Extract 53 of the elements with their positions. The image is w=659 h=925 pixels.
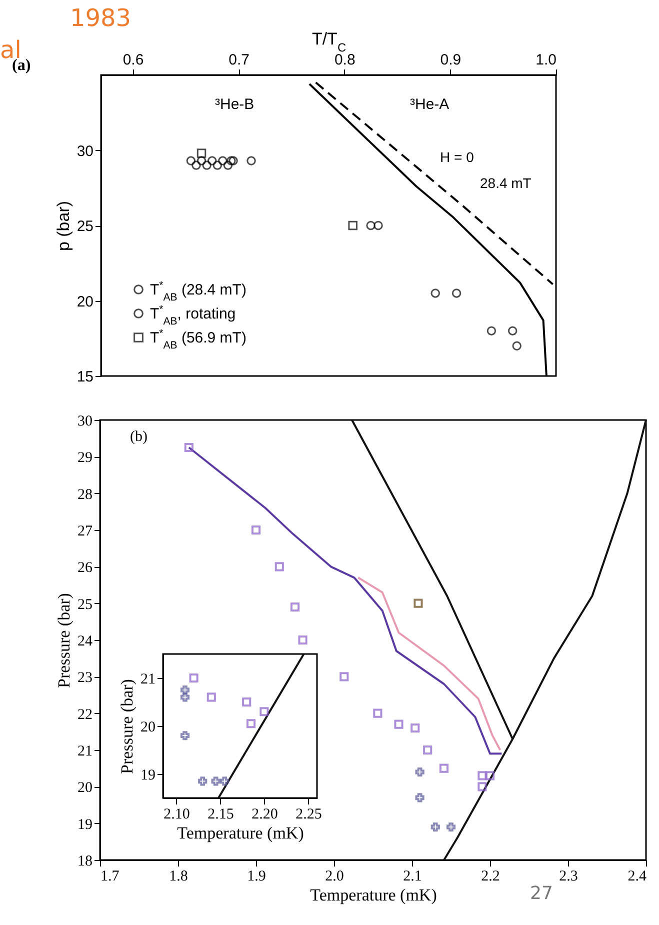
x-axis-title: Temperature (mK) bbox=[177, 824, 304, 842]
y-tick-label: 22 bbox=[78, 706, 92, 723]
y-tick-label: 20 bbox=[140, 720, 156, 736]
x-axis-title: Temperature (mK) bbox=[310, 886, 437, 904]
y-tick-label: 18 bbox=[78, 854, 92, 870]
annotation: 28.4 mT bbox=[480, 175, 532, 191]
y-axis-title: p (bar) bbox=[54, 200, 73, 252]
y-tick-label: 21 bbox=[78, 744, 92, 760]
x-tick-label: 0.6 bbox=[122, 52, 144, 68]
y-tick-label: 26 bbox=[78, 560, 93, 576]
x-axis-title: T/T$_{C}$ bbox=[312, 30, 346, 54]
annotation: (b) bbox=[130, 429, 148, 445]
y-tick-label: 30 bbox=[78, 414, 92, 430]
x-tick-label: 1.8 bbox=[169, 868, 188, 884]
x-tick-label: 2.25 bbox=[296, 806, 322, 822]
x-tick-label: 2.20 bbox=[252, 806, 278, 822]
x-tick-label: 1.9 bbox=[247, 868, 266, 884]
y-tick-label: 21 bbox=[140, 672, 156, 688]
y-tick-label: 29 bbox=[78, 450, 92, 466]
y-tick-label: 19 bbox=[140, 768, 156, 784]
y-tick-label: 15 bbox=[76, 368, 94, 386]
legend-label: T$^{*}$$_{AB}$, rotating bbox=[150, 304, 236, 328]
y-tick-label: 25 bbox=[76, 218, 94, 235]
x-tick-label: 1.0 bbox=[536, 52, 556, 68]
x-tick-label: 2.1 bbox=[403, 868, 422, 884]
x-tick-label: 0.7 bbox=[228, 52, 250, 68]
y-tick-label: 23 bbox=[78, 670, 92, 686]
y-tick-label: 28 bbox=[78, 486, 92, 503]
x-tick-label: 0.8 bbox=[334, 52, 356, 68]
x-tick-label: 2.15 bbox=[208, 806, 234, 822]
x-tick-label: 2.3 bbox=[559, 868, 578, 884]
x-tick-label: 2.0 bbox=[325, 868, 344, 884]
y-axis-title: Pressure (bar) bbox=[118, 679, 136, 774]
annotation: ³He-B bbox=[215, 96, 254, 113]
y-tick-label: 27 bbox=[78, 524, 93, 540]
x-tick-label: 0.9 bbox=[440, 52, 462, 68]
y-tick-label: 25 bbox=[78, 596, 92, 613]
y-tick-label: 19 bbox=[78, 816, 92, 833]
y-tick-label: 24 bbox=[78, 634, 93, 650]
annotation: H = 0 bbox=[440, 149, 474, 165]
x-tick-label: 2.10 bbox=[164, 806, 190, 822]
legend-label: T$^{*}$$_{AB}$ (56.9 mT) bbox=[150, 328, 246, 352]
x-tick-label: 2.4 bbox=[628, 868, 647, 884]
x-tick-label: 2.2 bbox=[481, 868, 500, 884]
y-tick-label: 20 bbox=[78, 780, 92, 796]
x-tick-label: 1.7 bbox=[100, 868, 120, 884]
y-tick-label: 20 bbox=[76, 293, 94, 310]
text: 1983 bbox=[70, 4, 132, 32]
y-axis-title: Pressure (bar) bbox=[54, 593, 74, 688]
y-tick-label: 30 bbox=[76, 142, 94, 160]
annotation: ³He-A bbox=[410, 96, 450, 113]
text: 27 bbox=[530, 883, 553, 904]
legend-label: T$^{*}$$_{AB}$ (28.4 mT) bbox=[150, 280, 246, 304]
